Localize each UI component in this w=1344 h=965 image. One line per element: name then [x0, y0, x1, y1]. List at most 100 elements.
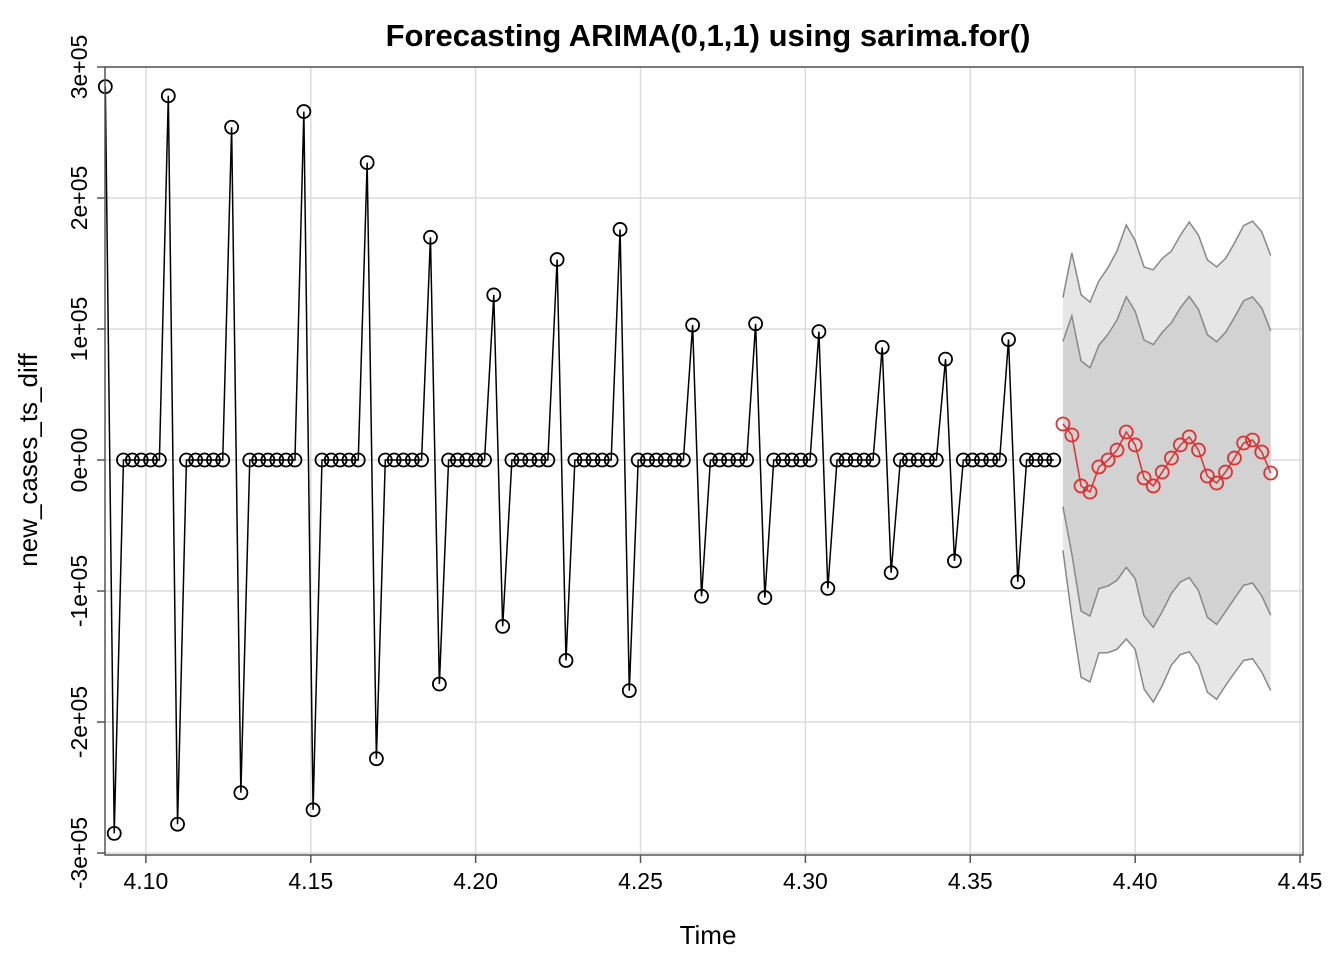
data-point: [414, 452, 429, 468]
x-tick-label: 4.15: [288, 868, 333, 894]
data-point: [883, 565, 899, 581]
data-point: [1245, 432, 1260, 448]
data-point: [640, 452, 655, 468]
y-axis-label: new_cases_ts_diff: [13, 353, 43, 567]
data-point: [495, 618, 511, 634]
data-point: [423, 229, 438, 245]
data-point: [567, 452, 583, 468]
data-point: [1082, 484, 1098, 500]
data-point: [1236, 435, 1252, 451]
data-point: [143, 452, 158, 468]
x-tick-label: 4.30: [783, 868, 828, 894]
data-point: [1136, 470, 1152, 486]
data-point: [513, 452, 529, 468]
data-point: [1019, 452, 1035, 468]
plot-frame: [104, 66, 1304, 856]
data-point: [856, 452, 872, 468]
data-point: [1001, 332, 1016, 347]
data-point: [206, 452, 221, 468]
data-point: [1218, 464, 1233, 480]
data-point: [1037, 452, 1053, 468]
y-tick-label: -3e+05: [66, 817, 92, 889]
data-point: [1010, 574, 1026, 590]
data-point: [585, 452, 601, 468]
data-point: [1046, 452, 1062, 468]
data-point: [215, 452, 231, 468]
data-point: [748, 316, 764, 332]
series-line: [1062, 423, 1272, 494]
x-tick-label: 4.20: [453, 868, 498, 894]
data-point: [116, 452, 131, 468]
data-point: [847, 452, 863, 468]
data-point: [594, 452, 610, 468]
data-point: [1055, 416, 1071, 432]
y-tick-label: 0e+00: [66, 428, 92, 493]
data-point: [359, 155, 375, 171]
interval-upper: [1062, 220, 1272, 304]
x-tick-label: 4.40: [1113, 868, 1158, 894]
data-point: [838, 452, 854, 468]
data-point: [468, 452, 484, 468]
data-point: [1164, 450, 1179, 466]
data-point: [368, 751, 384, 767]
data-point: [260, 452, 276, 468]
data-point: [531, 452, 547, 468]
data-point: [757, 590, 773, 605]
data-point: [784, 452, 800, 468]
x-tick-label: 4.45: [1278, 868, 1323, 894]
x-tick-label: 4.25: [618, 868, 663, 894]
data-point: [865, 452, 881, 468]
data-point: [874, 339, 890, 355]
data-point: [928, 452, 944, 468]
x-tick-label: 4.10: [124, 868, 169, 894]
data-point: [431, 676, 447, 692]
data-point: [251, 452, 267, 468]
data-point: [296, 104, 312, 119]
data-point: [450, 452, 465, 468]
data-point: [1154, 464, 1170, 480]
data-point: [1254, 444, 1270, 460]
data-point: [892, 452, 908, 468]
data-point: [160, 88, 176, 104]
data-point: [486, 287, 502, 303]
data-point: [350, 452, 366, 468]
data-point: [1100, 452, 1116, 468]
data-point: [829, 452, 845, 468]
data-point: [947, 553, 962, 569]
interval-lower: [1062, 550, 1272, 704]
data-point: [233, 785, 249, 801]
data-point: [1227, 450, 1242, 466]
data-point: [955, 452, 971, 468]
x-tick-label: 4.35: [948, 868, 993, 894]
y-tick-label: 1e+05: [66, 297, 92, 362]
data-point: [558, 653, 574, 668]
data-point: [1145, 478, 1161, 494]
data-point: [1181, 429, 1197, 445]
data-point: [305, 802, 321, 818]
data-point: [901, 452, 917, 468]
data-point: [910, 452, 926, 468]
data-point: [630, 452, 646, 468]
data-point: [603, 452, 619, 468]
data-point: [694, 588, 709, 604]
data-point: [459, 452, 475, 468]
data-point: [549, 252, 565, 267]
data-point: [667, 452, 682, 468]
data-point: [802, 452, 818, 468]
data-point: [197, 452, 212, 468]
data-point: [974, 452, 989, 468]
data-point: [712, 452, 728, 468]
data-point: [721, 452, 736, 468]
data-point: [477, 452, 492, 468]
data-point: [675, 452, 691, 468]
data-point: [540, 452, 556, 468]
data-point: [396, 452, 411, 468]
series-line: [104, 86, 1054, 834]
data-point: [983, 452, 999, 468]
y-tick-label: 2e+05: [66, 166, 92, 231]
data-point: [1209, 475, 1225, 491]
data-point: [1064, 427, 1080, 443]
data-point: [920, 452, 935, 468]
